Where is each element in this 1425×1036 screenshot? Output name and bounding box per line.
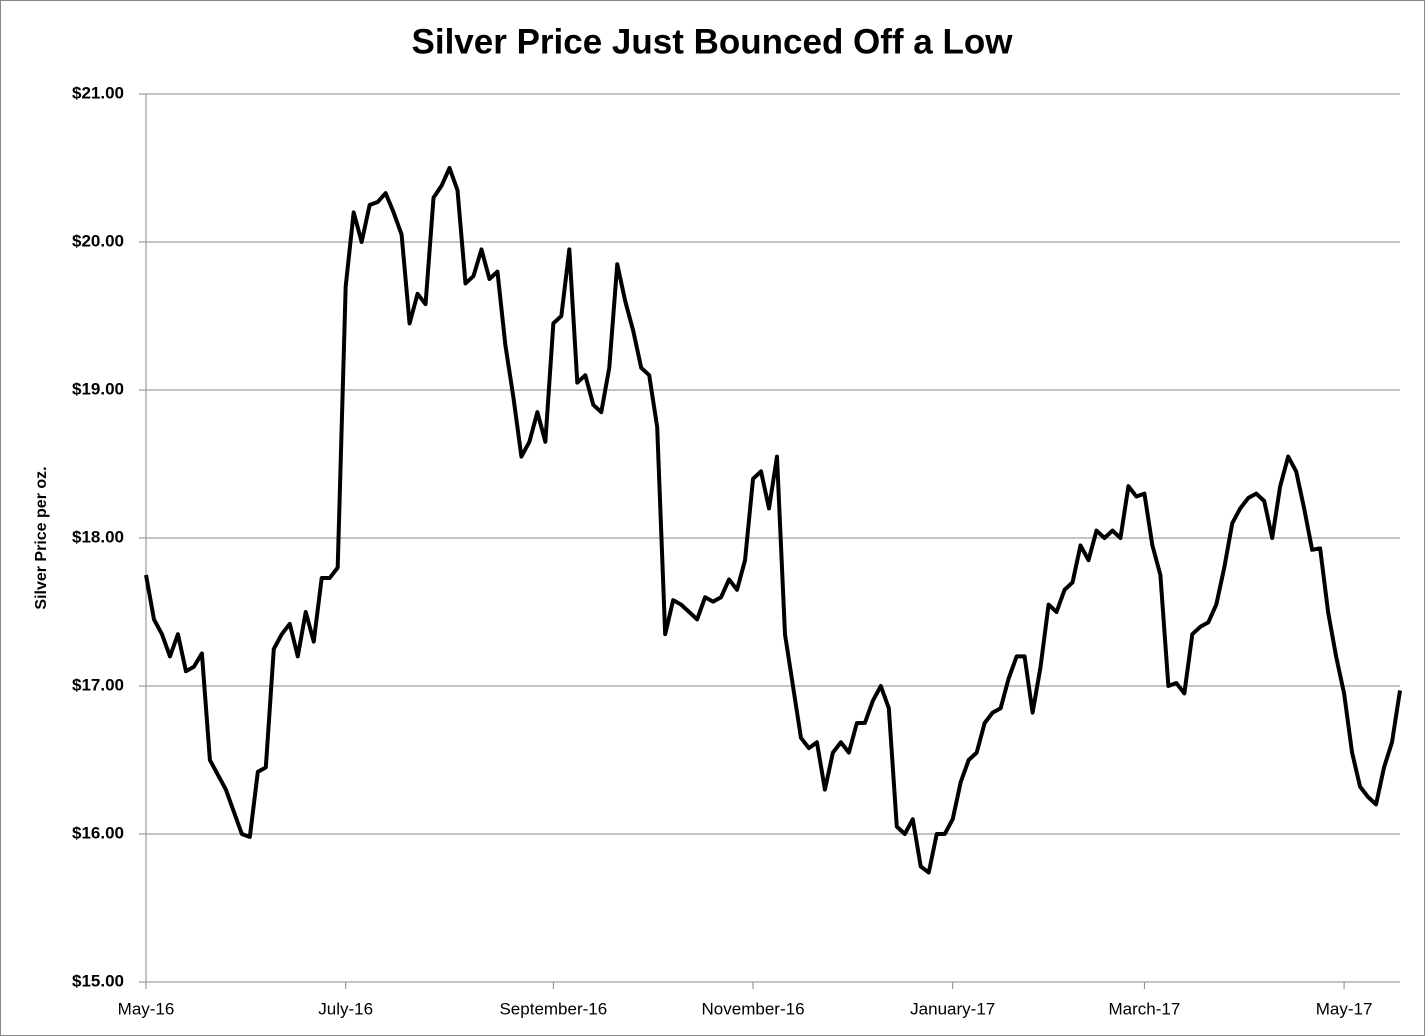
x-tick-label: May-17 — [1316, 999, 1373, 1018]
x-tick-label: July-16 — [318, 999, 373, 1018]
y-axis-label: Silver Price per oz. — [33, 466, 50, 609]
y-tick-label: $21.00 — [72, 83, 124, 102]
y-tick-label: $18.00 — [72, 527, 124, 546]
x-tick-label: May-16 — [118, 999, 175, 1018]
chart-title: Silver Price Just Bounced Off a Low — [412, 22, 1014, 61]
x-tick-label: March-17 — [1109, 999, 1181, 1018]
price-line — [144, 166, 1402, 875]
x-tick-label: September-16 — [499, 999, 607, 1018]
x-tick-label: November-16 — [702, 999, 805, 1018]
y-tick-label: $16.00 — [72, 823, 124, 842]
y-tick-label: $20.00 — [72, 231, 124, 250]
y-tick-label: $15.00 — [72, 971, 124, 990]
x-tick-label: January-17 — [910, 999, 995, 1018]
y-tick-label: $19.00 — [72, 379, 124, 398]
y-tick-label: $17.00 — [72, 675, 124, 694]
